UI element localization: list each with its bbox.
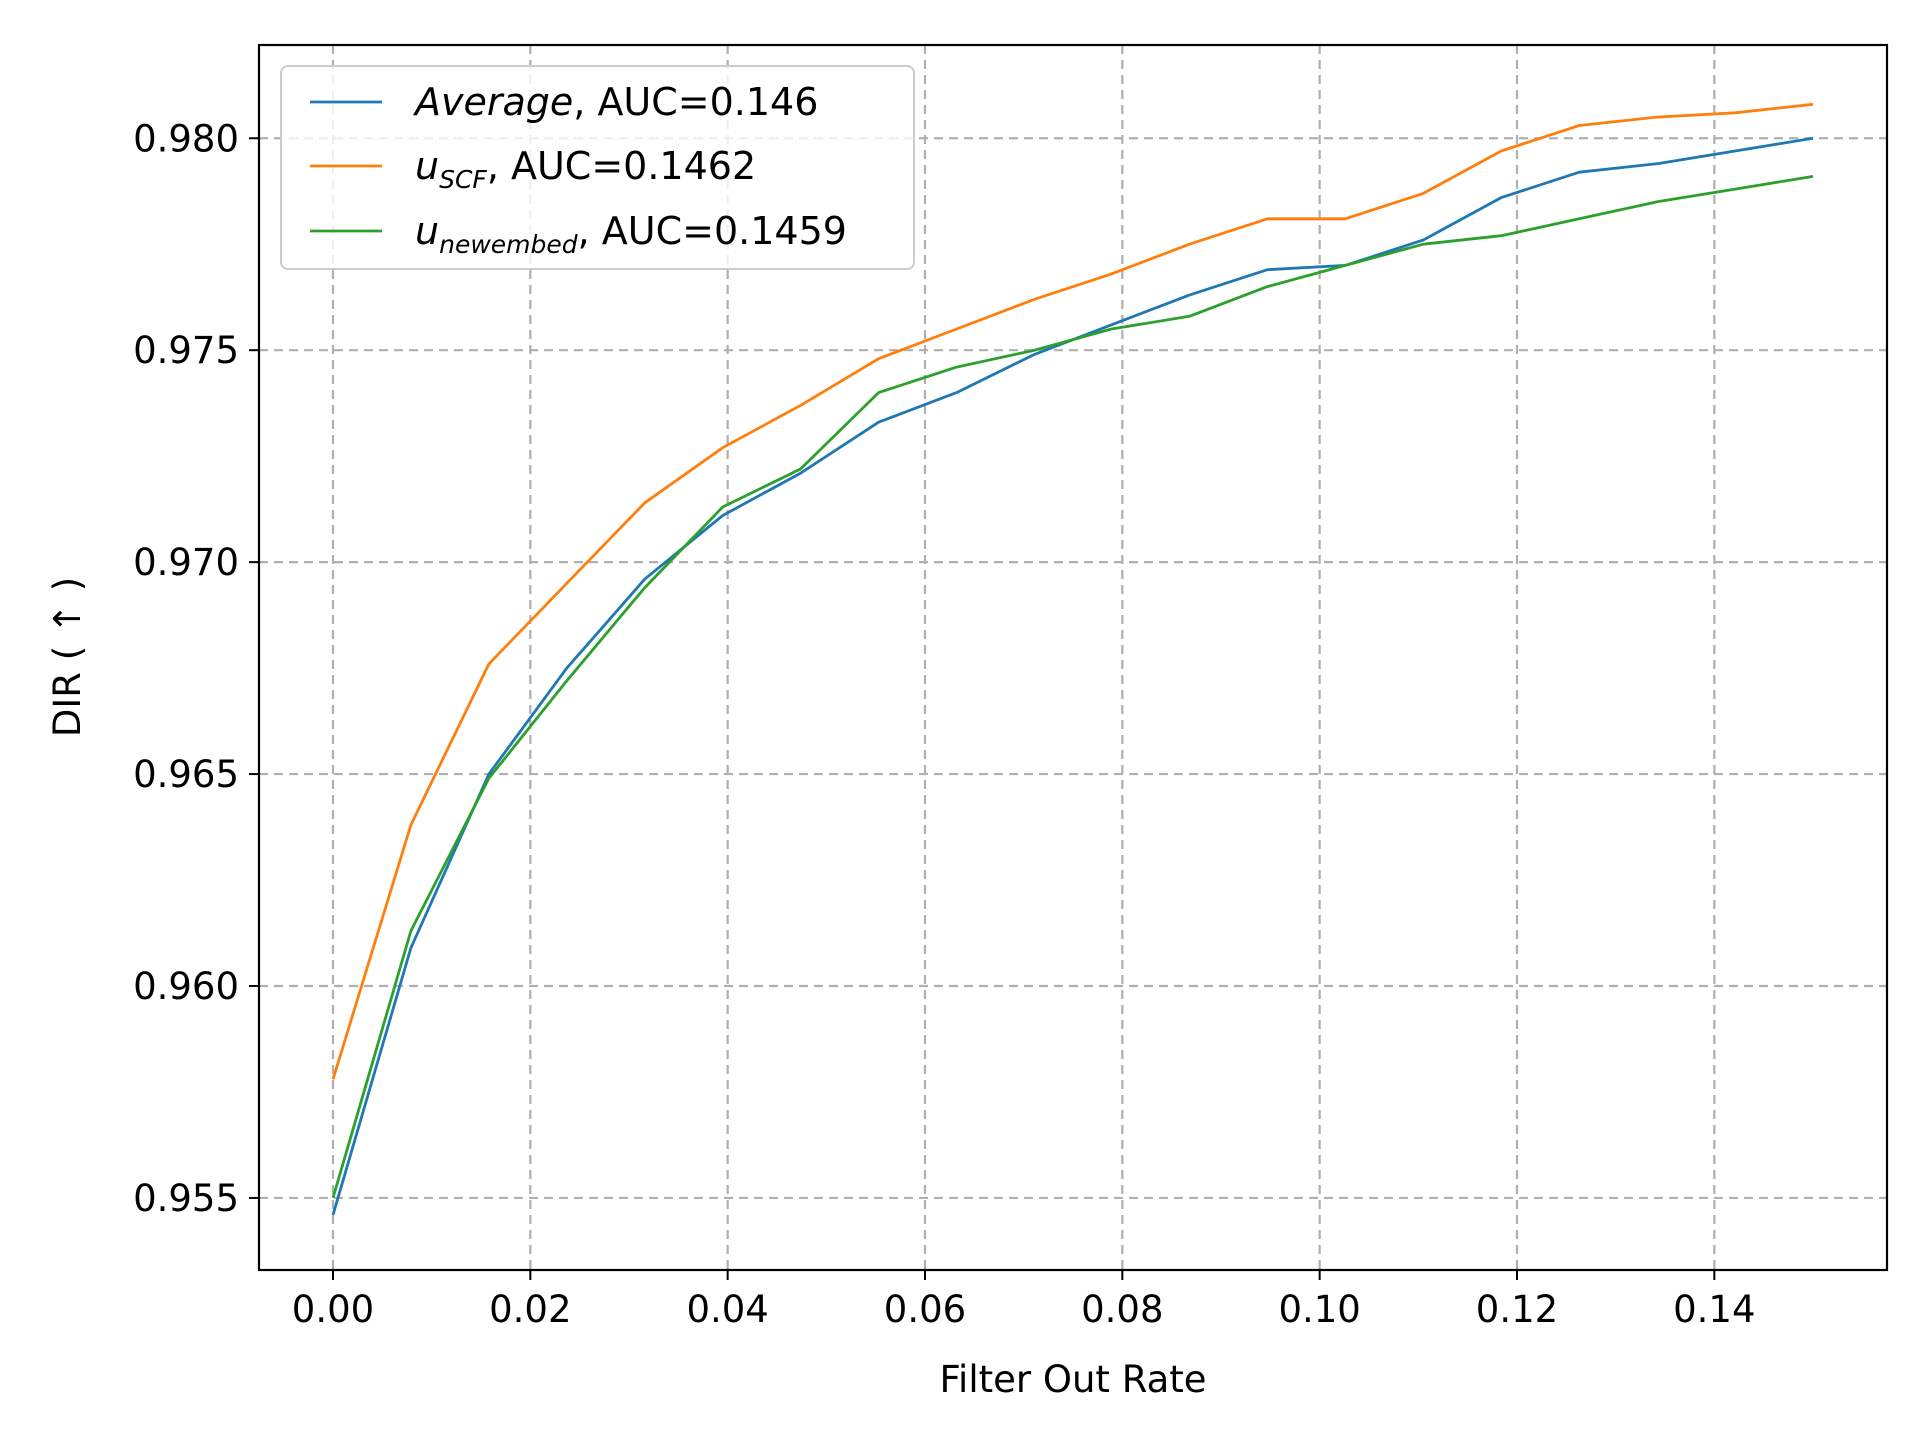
x-axis-label: Filter Out Rate (939, 1358, 1206, 1401)
x-tick-label: 0.06 (884, 1288, 966, 1331)
x-axis-ticks: 0.00 0.02 0.04 0.06 0.08 0.10 0.12 0.14 (292, 1270, 1756, 1331)
y-tick-label: 0.965 (133, 753, 239, 796)
x-tick-label: 0.00 (292, 1288, 374, 1331)
legend-label-u-newembed: unewembed, AUC=0.1459 (415, 209, 847, 259)
y-tick-label: 0.960 (133, 965, 239, 1008)
x-tick-label: 0.12 (1476, 1288, 1558, 1331)
legend-label-average: Average, AUC=0.146 (412, 80, 818, 124)
series-line-u-newembed (331, 175, 1814, 1199)
grid (259, 45, 1887, 1270)
series-line-u-scf (331, 102, 1814, 1080)
y-tick-label: 0.980 (133, 117, 239, 160)
y-tick-label: 0.955 (133, 1177, 239, 1220)
legend-label-u-scf: uSCF, AUC=0.1462 (415, 144, 756, 194)
legend: Average, AUC=0.146 uSCF, AUC=0.1462 unew… (280, 65, 915, 270)
y-tick-label: 0.975 (133, 329, 239, 372)
x-tick-label: 0.04 (686, 1288, 768, 1331)
y-axis-ticks: 0.955 0.960 0.965 0.970 0.975 0.980 (133, 117, 259, 1220)
legend-frame (280, 65, 915, 270)
y-tick-label: 0.970 (133, 541, 239, 584)
series-lines (331, 102, 1814, 1216)
plot-area-frame (257, 43, 1889, 1272)
x-tick-label: 0.08 (1081, 1288, 1163, 1331)
x-tick-label: 0.02 (489, 1288, 571, 1331)
y-axis-label: DIR ( ↑ ) (46, 577, 89, 737)
x-tick-label: 0.10 (1278, 1288, 1360, 1331)
x-tick-label: 0.14 (1673, 1288, 1755, 1331)
